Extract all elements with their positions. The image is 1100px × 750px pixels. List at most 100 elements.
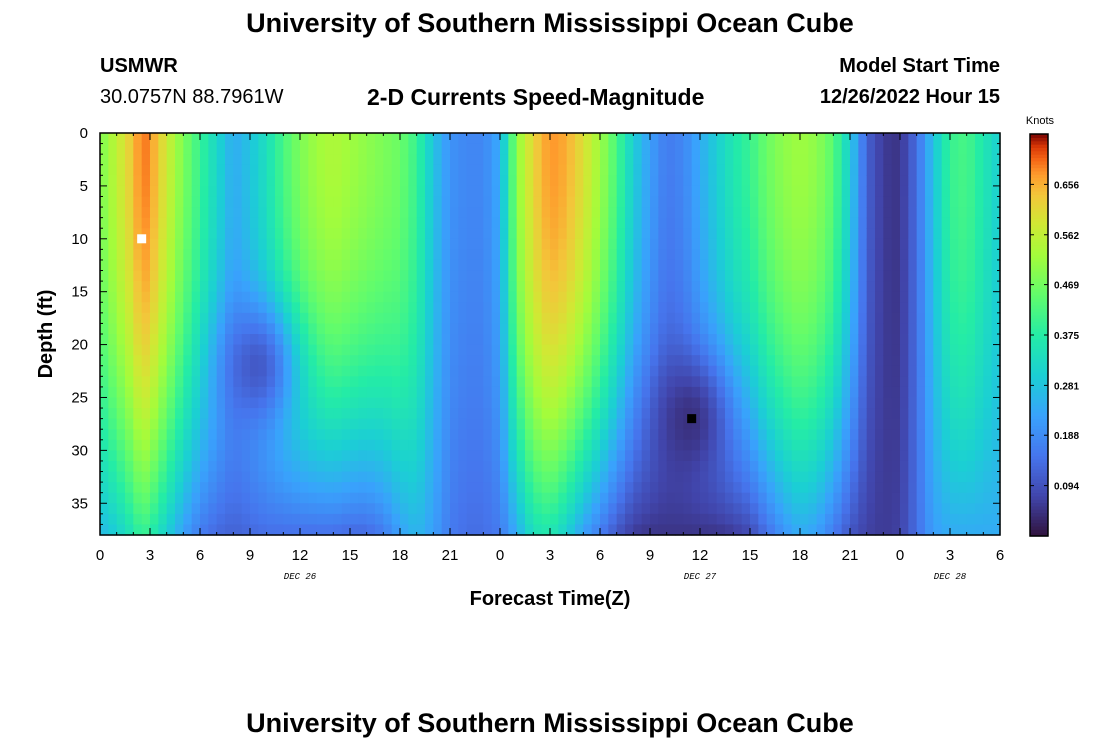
heatmap-cell [841, 344, 851, 356]
heatmap-cell [125, 408, 134, 420]
heatmap-cell [175, 344, 184, 356]
heatmap-cell [233, 513, 243, 526]
heatmap-cell [608, 355, 618, 367]
heatmap-cell [566, 376, 576, 388]
heatmap-cell [183, 524, 193, 536]
heatmap-cell [516, 249, 526, 261]
heatmap-cell [850, 154, 859, 166]
heatmap-cell [500, 143, 509, 155]
heatmap-cell [441, 439, 451, 451]
heatmap-cell [425, 365, 434, 377]
heatmap-cell [500, 133, 509, 145]
heatmap-cell [683, 397, 693, 409]
heatmap-cell [166, 281, 176, 293]
heatmap-cell [441, 238, 451, 250]
heatmap-cell [683, 196, 693, 208]
heatmap-cell [941, 249, 951, 261]
heatmap-cell [308, 196, 318, 208]
heatmap-cell [250, 207, 259, 219]
heatmap-cell [891, 386, 901, 399]
heatmap-cell [616, 429, 626, 441]
heatmap-cell [175, 450, 184, 462]
heatmap-cell [550, 259, 559, 272]
heatmap-cell [383, 492, 393, 504]
heatmap-cell [958, 133, 968, 145]
heatmap-cell [175, 196, 184, 208]
heatmap-cell [750, 281, 759, 293]
heatmap-cell [208, 164, 218, 176]
x-axis-title: Forecast Time(Z) [470, 588, 631, 610]
heatmap-cell [341, 429, 351, 441]
heatmap-cell [175, 365, 184, 377]
heatmap-cell [991, 408, 1001, 420]
heatmap-cell [958, 281, 968, 293]
heatmap-cell [508, 312, 518, 325]
heatmap-cell [358, 439, 368, 451]
heatmap-cell [766, 397, 776, 409]
heatmap-cell [225, 386, 234, 399]
heatmap-cell [991, 175, 1001, 187]
x-tick-label: 6 [196, 547, 204, 564]
heatmap-cell [375, 228, 384, 240]
heatmap-cell [925, 154, 934, 166]
heatmap-cell [183, 291, 193, 303]
colorbar-tick-label: 0.469 [1054, 281, 1079, 292]
heatmap-cell [225, 154, 234, 166]
heatmap-cell [125, 291, 134, 303]
heatmap-cell [600, 302, 609, 314]
heatmap-cell [325, 471, 334, 483]
heatmap-cell [841, 217, 851, 229]
heatmap-cell [308, 344, 318, 356]
heatmap-cell [816, 291, 826, 303]
heatmap-cell [566, 503, 576, 515]
heatmap-cell [841, 196, 851, 208]
heatmap-cell [250, 408, 259, 420]
heatmap-cell [425, 238, 434, 250]
heatmap-cell [475, 133, 484, 145]
heatmap-cell [783, 386, 793, 399]
heatmap-cell [708, 460, 718, 473]
heatmap-cell [283, 175, 293, 187]
heatmap-cell [666, 386, 676, 399]
heatmap-cell [175, 408, 184, 420]
heatmap-cell [541, 397, 551, 409]
heatmap-cell [991, 460, 1001, 473]
heatmap-cell [291, 418, 301, 430]
heatmap-cell [308, 408, 318, 420]
heatmap-cell [375, 450, 384, 462]
heatmap-cell [825, 397, 834, 409]
heatmap-cell [933, 281, 943, 293]
heatmap-cell [133, 270, 143, 282]
heatmap-cell [708, 164, 718, 176]
heatmap-cell [266, 355, 276, 367]
heatmap-cell [883, 302, 893, 314]
heatmap-cell [358, 154, 368, 166]
heatmap-cell [733, 270, 743, 282]
heatmap-cell [766, 281, 776, 293]
heatmap-cell [991, 524, 1001, 536]
heatmap-cell [375, 175, 384, 187]
heatmap-grid [100, 133, 1001, 536]
heatmap-cell [425, 323, 434, 335]
heatmap-cell [458, 249, 468, 261]
heatmap-cell [875, 217, 884, 229]
heatmap-cell [158, 228, 168, 240]
heatmap-cell [991, 217, 1001, 229]
heatmap-cell [500, 355, 509, 367]
heatmap-cell [800, 228, 809, 240]
heatmap-cell [850, 471, 859, 483]
heatmap-cell [808, 291, 818, 303]
heatmap-cell [275, 154, 284, 166]
heatmap-cell [150, 196, 159, 208]
heatmap-cell [725, 302, 734, 314]
heatmap-cell [616, 281, 626, 293]
heatmap-cell [908, 492, 918, 504]
heatmap-cell [941, 334, 951, 346]
heatmap-cell [158, 365, 168, 377]
heatmap-cell [866, 164, 876, 176]
heatmap-cell [125, 524, 134, 536]
heatmap-cell [183, 323, 193, 335]
heatmap-cell [141, 259, 151, 272]
heatmap-cell [300, 175, 309, 187]
heatmap-cell [550, 133, 559, 145]
